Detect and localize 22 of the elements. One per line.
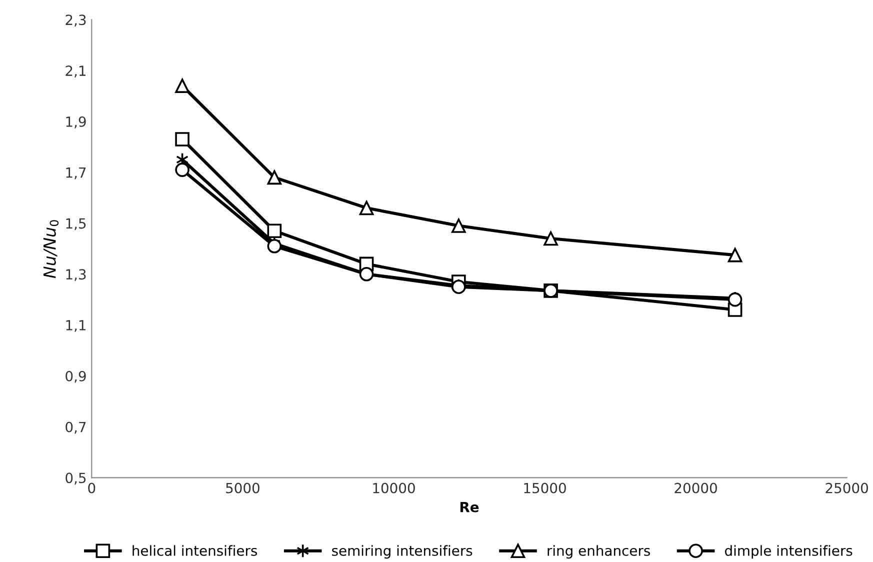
y-tick-label: 1,1: [66, 320, 86, 332]
y-tick-label: 0,7: [66, 422, 86, 434]
x-tick-label: 0: [88, 482, 96, 494]
x-tick-label: 15000: [524, 482, 566, 494]
y-tick-label: 1,7: [66, 167, 86, 180]
y-axis-title: Nu/Nu$_{0}$: [44, 220, 59, 278]
x-tick-label: 25000: [826, 482, 868, 494]
y-tick-label: 1,3: [66, 269, 86, 282]
x-tick-label: 20000: [674, 482, 717, 494]
legend-label: dimple intensifiers: [725, 545, 852, 559]
legend-label: ring enhancers: [548, 545, 650, 559]
y-tick-label: 1,5: [66, 218, 86, 230]
legend-label: helical intensifiers: [132, 545, 258, 556]
y-tick-label: 0,5: [66, 472, 86, 485]
legend-label: semiring intensifiers: [332, 545, 472, 559]
x-tick-label: 5000: [226, 482, 260, 494]
y-tick-label: 2,1: [66, 66, 86, 78]
x-axis-title: Re: [460, 502, 479, 512]
y-tick-label: 0,9: [66, 370, 86, 383]
y-tick-label: 1,9: [66, 116, 86, 128]
y-tick-label: 2,3: [66, 14, 86, 27]
x-tick-label: 10000: [373, 482, 415, 494]
